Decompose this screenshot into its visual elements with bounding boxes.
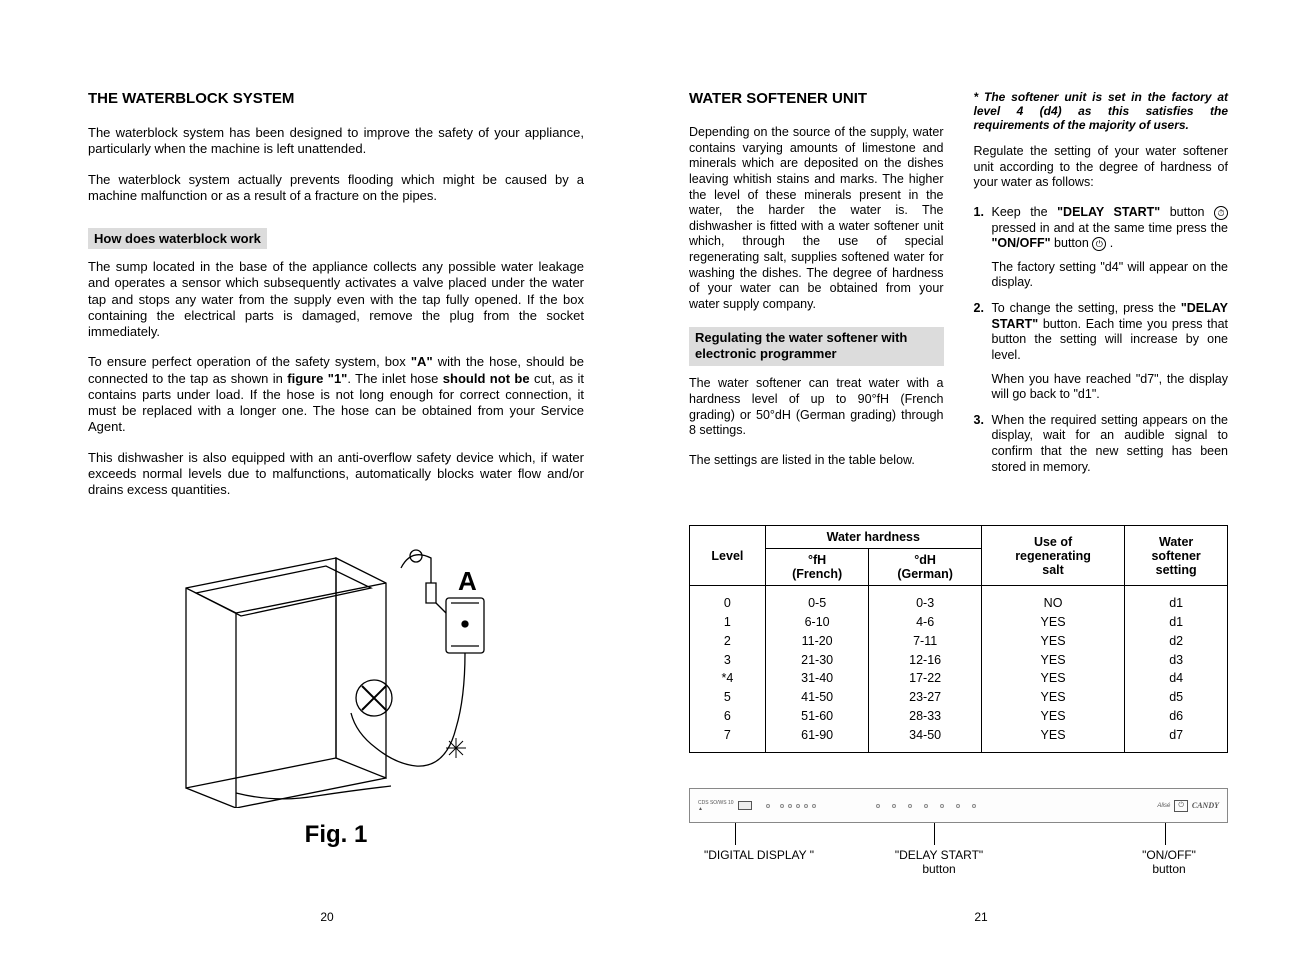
control-panel-diagram: CDS SO/WS 10▲ Alisé ⏻ CANDY "DIGITAL DIS…	[689, 788, 1228, 888]
label-display: "DIGITAL DISPLAY "	[689, 848, 829, 862]
subhead-regulating: Regulating the water softener with elect…	[689, 327, 944, 367]
step-1: 1. Keep the "DELAY START" button ⏱ press…	[974, 205, 1229, 291]
label-delay: "DELAY START" button	[884, 848, 994, 876]
hardness-table: Level Water hardness Use of regenerating…	[689, 525, 1228, 753]
heading-softener: WATER SOFTENER UNIT	[689, 90, 944, 107]
factory-note: * The softener unit is set in the factor…	[974, 90, 1229, 132]
col-right: * The softener unit is set in the factor…	[974, 90, 1229, 485]
label-onoff: "ON/OFF" button	[1119, 848, 1219, 876]
digital-display-icon	[738, 801, 752, 810]
paragraph: The water softener can treat water with …	[689, 376, 944, 439]
th-hardness: Water hardness	[765, 526, 981, 549]
box-a-label: A	[458, 566, 477, 596]
on-off-panel-icon: ⏻	[1174, 800, 1188, 812]
paragraph: This dishwasher is also equipped with an…	[88, 450, 584, 499]
th-salt: Use of regenerating salt	[981, 526, 1125, 586]
brand-logo: CANDY	[1192, 801, 1219, 810]
page-number: 20	[320, 910, 333, 924]
col-left: WATER SOFTENER UNIT Depending on the sou…	[689, 90, 944, 485]
paragraph: Depending on the source of the supply, w…	[689, 125, 944, 313]
figure-caption: Fig. 1	[88, 821, 584, 849]
step-2: 2. To change the setting, press the "DEL…	[974, 301, 1229, 403]
th-dh: °dH (German)	[869, 549, 981, 586]
control-panel: CDS SO/WS 10▲ Alisé ⏻ CANDY	[689, 788, 1228, 823]
paragraph: To ensure perfect operation of the safet…	[88, 354, 584, 435]
th-setting: Water softener setting	[1125, 526, 1228, 586]
subhead-how: How does waterblock work	[88, 228, 267, 249]
paragraph: Regulate the setting of your water softe…	[974, 144, 1229, 191]
left-page: THE WATERBLOCK SYSTEM The waterblock sys…	[0, 0, 654, 954]
steps-list: 1. Keep the "DELAY START" button ⏱ press…	[974, 205, 1229, 475]
paragraph: The sump located in the base of the appl…	[88, 259, 584, 340]
on-off-icon: ⏻	[1092, 237, 1106, 251]
paragraph: The waterblock system has been designed …	[88, 125, 584, 158]
figure-1: A Fig. 1	[88, 528, 584, 849]
paragraph: The settings are listed in the table bel…	[689, 453, 944, 469]
paragraph: The waterblock system actually prevents …	[88, 172, 584, 205]
th-level: Level	[690, 526, 766, 586]
step-3: 3. When the required setting appears on …	[974, 413, 1229, 476]
right-page: WATER SOFTENER UNIT Depending on the sou…	[654, 0, 1308, 954]
th-fh: °fH (French)	[765, 549, 869, 586]
heading-waterblock: THE WATERBLOCK SYSTEM	[88, 90, 584, 107]
dishwasher-diagram-icon: A	[156, 528, 516, 808]
page-number: 21	[974, 910, 987, 924]
delay-start-icon: ⏱	[1214, 206, 1228, 220]
